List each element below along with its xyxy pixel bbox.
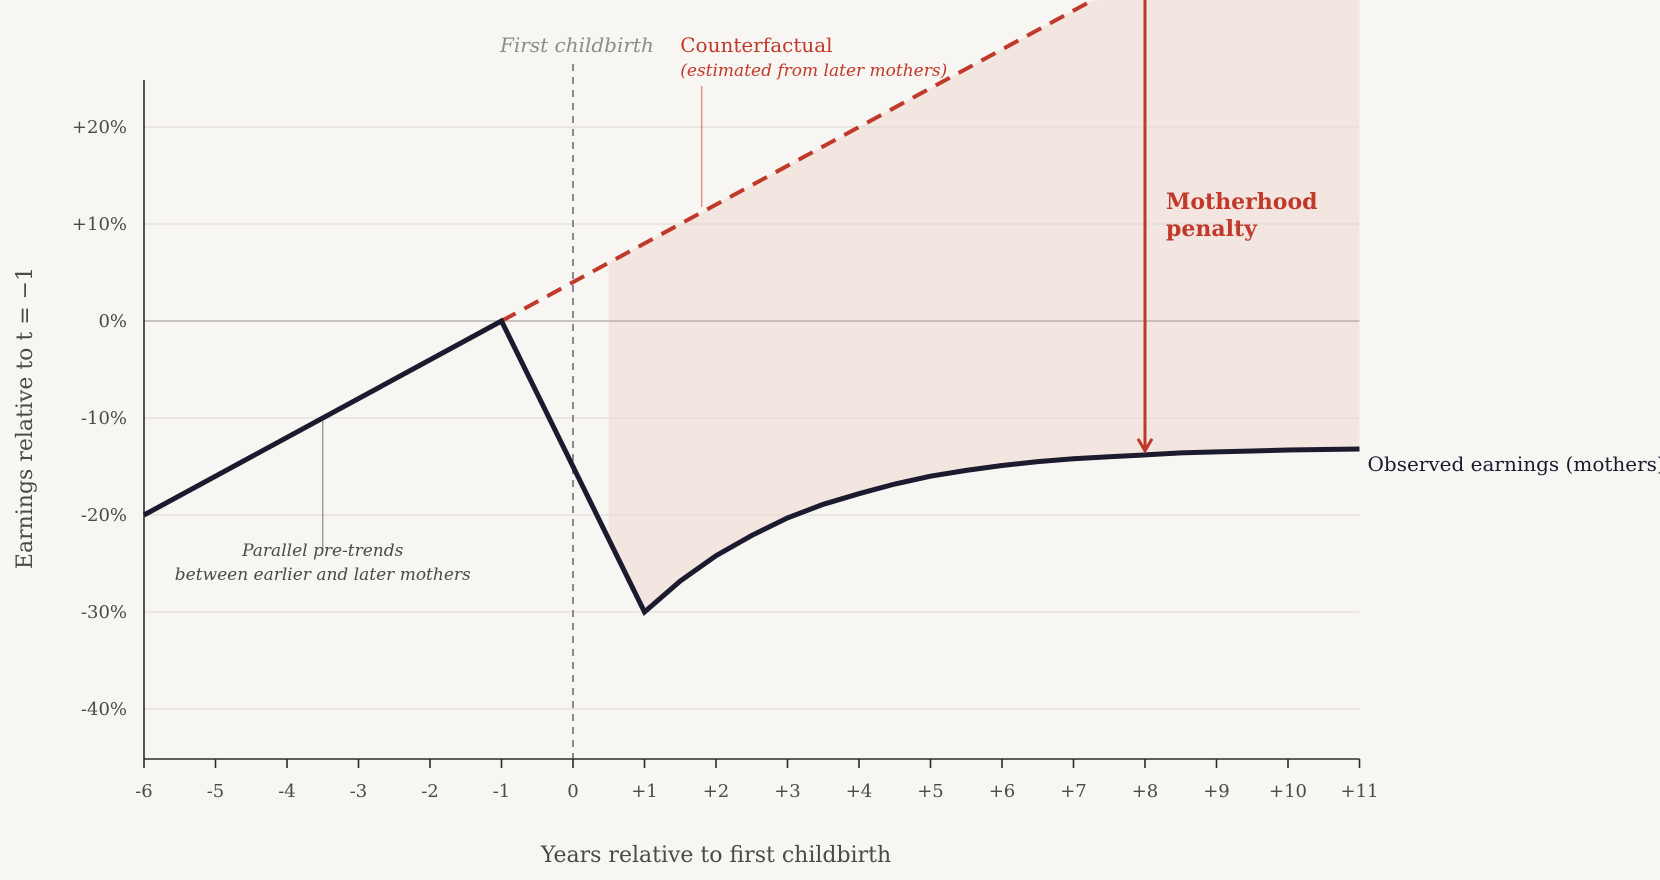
counterfactual-title: Counterfactual xyxy=(680,33,832,57)
x-tick-label: +4 xyxy=(846,781,873,802)
penalty-label-line2: penalty xyxy=(1166,216,1258,242)
x-tick-label: +1 xyxy=(631,781,658,802)
x-tick-label: +9 xyxy=(1203,781,1230,802)
x-tick-label: +7 xyxy=(1060,781,1087,802)
pretrend-label-line1: Parallel pre-trends xyxy=(241,541,404,561)
x-tick-label: -1 xyxy=(493,781,511,802)
y-tick-label: -10% xyxy=(81,408,127,429)
x-tick-label: 0 xyxy=(567,781,578,802)
x-tick-label: +2 xyxy=(703,781,730,802)
x-tick-label: +6 xyxy=(989,781,1016,802)
y-tick-label: -30% xyxy=(81,602,127,623)
x-tick-label: -2 xyxy=(421,781,439,802)
x-tick-label: -3 xyxy=(350,781,368,802)
y-tick-label: +10% xyxy=(72,214,127,235)
y-axis-title: Earnings relative to t = −1 xyxy=(13,267,38,569)
pretrend-label-line2: between earlier and later mothers xyxy=(175,565,471,585)
penalty-shaded-region xyxy=(608,0,1360,612)
x-tick-label: +5 xyxy=(917,781,944,802)
x-tick-label: -6 xyxy=(135,781,153,802)
penalty-arrow-head xyxy=(1136,438,1154,454)
x-tick-label: +8 xyxy=(1132,781,1159,802)
counterfactual-line xyxy=(500,0,1098,323)
x-tick-label: -4 xyxy=(278,781,296,802)
penalty-label-line1: Motherhood xyxy=(1166,189,1318,215)
x-axis-title: Years relative to first childbirth xyxy=(540,843,891,868)
x-tick-label: +3 xyxy=(774,781,801,802)
y-tick-label: +20% xyxy=(72,117,127,138)
x-tick-label: -5 xyxy=(207,781,225,802)
counterfactual-subtitle: (estimated from later mothers) xyxy=(680,61,947,81)
observed-earnings-label: Observed earnings (mothers) xyxy=(1368,452,1660,476)
first-childbirth-label: First childbirth xyxy=(499,33,654,57)
y-tick-label: -20% xyxy=(81,505,127,526)
x-tick-label: +11 xyxy=(1341,781,1379,802)
y-tick-label: -40% xyxy=(81,699,127,720)
x-tick-label: +10 xyxy=(1269,781,1307,802)
observed-earnings-line xyxy=(142,317,1360,617)
y-tick-label: 0% xyxy=(98,311,127,332)
